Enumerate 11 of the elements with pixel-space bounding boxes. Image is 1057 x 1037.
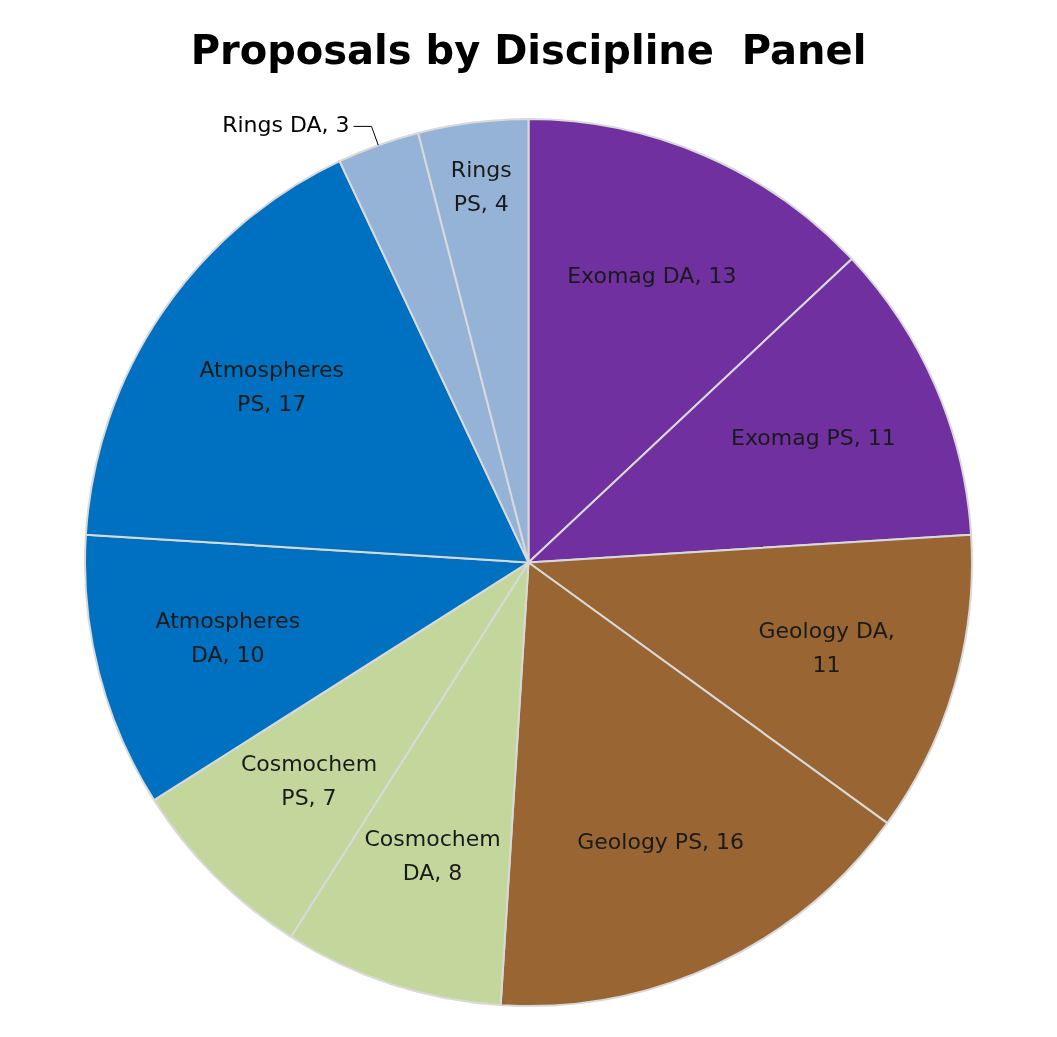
slice-label: Geology PS, 16 (577, 829, 745, 855)
slice-label: Exomag PS, 11 (731, 424, 896, 450)
slice-label: Cosmochem PS, 7 (240, 750, 378, 810)
slice-label: Rings PS, 4 (450, 157, 512, 217)
slice-label: Atmospheres DA, 10 (155, 608, 301, 668)
chart-title: Proposals by Discipline Panel (190, 27, 867, 74)
slice-label: Geology DA, 11 (758, 617, 895, 677)
slice-label: Atmospheres PS, 17 (199, 356, 345, 416)
slice-label: Cosmochem DA, 8 (364, 826, 501, 886)
slice-label: Exomag DA, 13 (567, 263, 737, 289)
slice-label: Rings DA, 3 (222, 112, 350, 138)
